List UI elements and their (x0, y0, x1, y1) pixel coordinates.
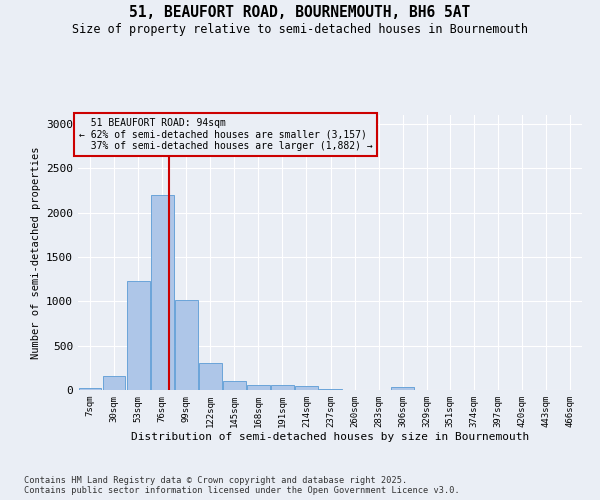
Bar (199, 363, 221, 390)
Bar (319, 388, 342, 390)
Bar (103, 376, 125, 390)
Bar (295, 386, 318, 390)
Bar (223, 380, 246, 390)
Bar (391, 388, 414, 390)
Bar (271, 385, 294, 390)
Bar (79, 388, 101, 390)
Text: 51, BEAUFORT ROAD, BOURNEMOUTH, BH6 5AT: 51, BEAUFORT ROAD, BOURNEMOUTH, BH6 5AT (130, 5, 470, 20)
Bar (175, 300, 197, 390)
Bar (247, 384, 270, 390)
Text: Distribution of semi-detached houses by size in Bournemouth: Distribution of semi-detached houses by … (131, 432, 529, 442)
Bar (127, 281, 149, 390)
Text: Contains HM Land Registry data © Crown copyright and database right 2025.
Contai: Contains HM Land Registry data © Crown c… (24, 476, 460, 495)
Text: Size of property relative to semi-detached houses in Bournemouth: Size of property relative to semi-detach… (72, 22, 528, 36)
Bar (151, 195, 173, 390)
Y-axis label: Number of semi-detached properties: Number of semi-detached properties (31, 146, 41, 359)
Text: 51 BEAUFORT ROAD: 94sqm
← 62% of semi-detached houses are smaller (3,157)
  37% : 51 BEAUFORT ROAD: 94sqm ← 62% of semi-de… (79, 118, 372, 151)
